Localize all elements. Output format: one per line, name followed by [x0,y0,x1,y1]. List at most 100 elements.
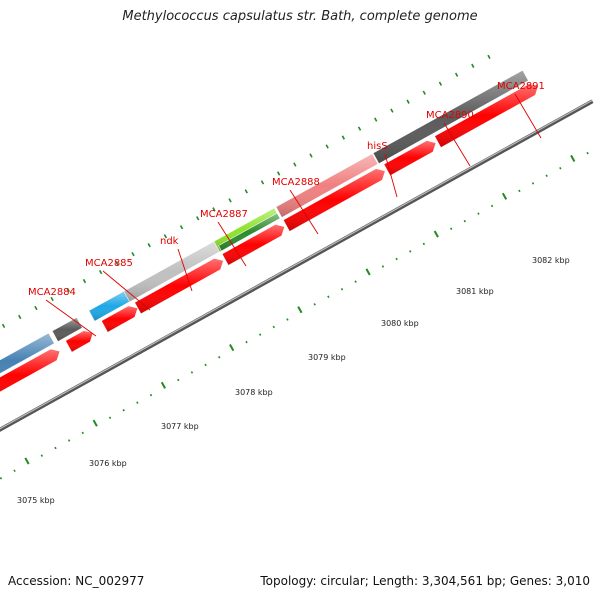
label-leader-line [289,189,319,235]
backbone-layer [0,99,594,432]
scale-tick [409,250,412,253]
outer-tick [422,90,426,95]
tick-layer [0,54,589,480]
scale-tick [54,446,57,450]
outer-tick [115,260,119,266]
scale-tick [40,454,44,457]
cds-arrow-shading [434,83,539,148]
cds-arrow-shading [222,224,285,266]
gene-bar-small-dark-shading [52,317,83,342]
scale-tick [518,189,521,193]
outer-tick [163,234,168,239]
outer-tick [390,108,394,113]
label-leader-line [514,93,542,139]
scale-tick [204,363,207,367]
outer-tick [309,153,313,158]
scale-tick [327,295,330,299]
kbp-label: 3078 kbp [235,388,273,397]
gene-bar-mca2885-shading [0,332,55,374]
gene-label-mca2888: MCA2888 [272,177,320,188]
kbp-label: 3075 kbp [17,496,55,505]
gene-label-mca2885: MCA2885 [85,258,133,269]
scale-tick [229,343,235,352]
backbone-line [0,99,594,432]
gene-label-hiss: hisS [367,141,388,152]
scale-tick [354,280,357,283]
scale-tick [286,318,289,321]
gene-bar-mca2887-shading [123,241,220,302]
scale-tick [13,469,16,472]
gene-bar-mca2890-2891-shading [373,70,529,164]
scale-tick [570,154,576,163]
scale-tick [177,378,180,382]
scale-tick [531,182,535,185]
scale-tick [92,419,98,427]
kbp-label: 3082 kbp [532,256,570,265]
scale-tick [477,212,480,215]
label-layer: 3075 kbp 3076 kbp 3077 kbp 3078 kbp 3079 kbp… [17,81,570,505]
outer-tick [18,314,22,320]
kbp-label: 3079 kbp [308,353,346,362]
scale-tick [24,457,30,465]
outer-tick [196,216,200,221]
cds-arrow-shading [134,258,224,314]
label-leader-line [217,221,247,267]
scale-tick [218,356,221,359]
outer-tick [147,243,151,248]
scale-tick [67,439,71,442]
scale-tick [313,303,316,306]
scale-tick [0,477,3,480]
scale-tick [272,325,275,329]
cds-arrow-shading [283,168,386,232]
outer-tick [341,135,346,140]
scale-tick [586,151,589,155]
cds-arrow-shading [101,305,138,333]
scale-tick [122,408,125,412]
scale-tick [297,306,303,314]
gene-bar-mca2888-lower-shading [218,213,281,251]
scale-tick [490,204,494,208]
scale-tick [422,242,426,246]
outer-tick [228,198,232,203]
gene-bar-ndk-shading [88,291,130,322]
scale-tick [258,333,262,336]
outer-tick [244,189,248,194]
scale-tick [463,219,466,223]
scale-tick [81,431,84,435]
outer-tick [276,171,281,176]
outer-tick [212,207,216,212]
scale-tick [340,287,344,291]
scale-tick [160,381,167,389]
outer-tick [406,99,410,104]
outer-tick [1,323,6,329]
outer-tick [471,63,475,68]
scale-tick [245,340,248,344]
accession-text: Accession: NC_002977 [8,574,145,588]
outer-tick [357,126,362,131]
label-leader-line [177,248,193,292]
outer-tick [179,225,184,230]
scale-tick [381,265,385,268]
kbp-label: 3077 kbp [161,422,199,431]
outer-tick [82,278,87,284]
gene-label-mca2884: MCA2884 [28,287,76,298]
backbone-highlight [0,99,593,430]
map-title: Methylococcus capsulatus str. Bath, comp… [122,9,478,24]
cds-arrow-shading [0,348,60,392]
outer-tick [487,54,491,59]
gene-label-mca2891: MCA2891 [497,81,545,92]
label-leader-line [443,122,471,167]
outer-tick [50,296,54,302]
feature-layer [0,69,539,393]
outer-tick [293,162,297,167]
outer-tick [98,269,103,275]
outer-tick [438,81,443,86]
outer-tick [374,117,378,122]
cds-arrow-shading [65,330,94,353]
label-leader-line [384,153,398,198]
kbp-label: 3076 kbp [89,459,127,468]
scale-tick [545,174,548,178]
gene-bar-hiss-shading [276,153,379,218]
scale-tick [190,371,194,374]
